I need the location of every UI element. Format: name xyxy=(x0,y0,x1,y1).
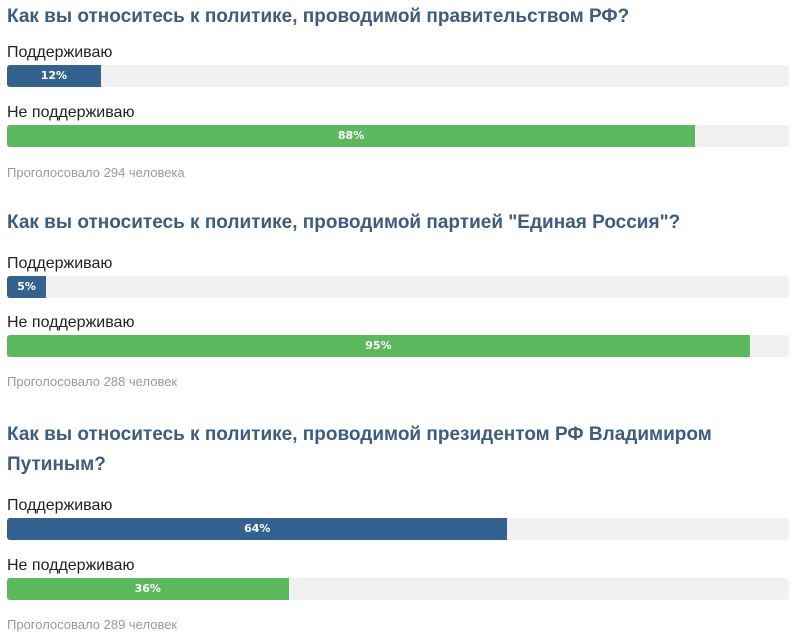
poll-option-support[interactable]: Поддерживаю 12% xyxy=(7,44,789,87)
option-label: Поддерживаю xyxy=(7,497,113,514)
poll-question: Как вы относитесь к политике, проводимой… xyxy=(7,424,712,475)
vote-count: Проголосовало 288 человек xyxy=(7,374,178,389)
result-percent: 5% xyxy=(17,280,36,293)
poll-option-support[interactable]: Поддерживаю 5% xyxy=(7,255,789,298)
option-label: Не поддерживаю xyxy=(7,557,135,574)
result-bar-fill xyxy=(7,335,750,357)
result-bar-track: 64% xyxy=(7,518,789,540)
result-bar-fill xyxy=(7,276,47,298)
vote-count: Проголосовало 289 человек xyxy=(7,617,178,632)
option-label: Не поддерживаю xyxy=(7,104,135,121)
result-percent: 12% xyxy=(40,69,68,82)
option-label: Поддерживаю xyxy=(7,255,113,272)
result-percent: 88% xyxy=(337,129,365,142)
poll-government: Как вы относитесь к политике, проводимой… xyxy=(7,2,789,181)
option-label: Не поддерживаю xyxy=(7,314,135,331)
poll-option-oppose[interactable]: Не поддерживаю 36% xyxy=(7,557,789,600)
poll-option-oppose[interactable]: Не поддерживаю 95% xyxy=(7,314,789,357)
result-percent: 95% xyxy=(365,339,392,352)
poll-question: Как вы относитесь к политике, проводимой… xyxy=(7,212,681,233)
result-bar-track: 12% xyxy=(7,65,789,87)
vote-count: Проголосовало 294 человека xyxy=(7,165,185,180)
result-bar-fill xyxy=(7,125,696,147)
result-bar-fill xyxy=(7,518,508,540)
result-bar-fill xyxy=(7,65,101,87)
option-label: Поддерживаю xyxy=(7,44,113,61)
result-bar-track: 36% xyxy=(7,578,789,600)
result-bar-track: 95% xyxy=(7,335,789,357)
result-bar-track: 88% xyxy=(7,125,789,147)
result-bar-fill xyxy=(7,578,289,600)
result-percent: 36% xyxy=(134,582,161,595)
poll-president: Как вы относитесь к политике, проводимой… xyxy=(7,420,789,633)
poll-option-support[interactable]: Поддерживаю 64% xyxy=(7,497,789,540)
result-bar-track: 5% xyxy=(7,276,789,298)
poll-united-russia: Как вы относитесь к политике, проводимой… xyxy=(7,208,789,390)
result-percent: 64% xyxy=(244,522,271,535)
poll-question: Как вы относитесь к политике, проводимой… xyxy=(7,6,630,27)
poll-option-oppose[interactable]: Не поддерживаю 88% xyxy=(7,104,789,147)
